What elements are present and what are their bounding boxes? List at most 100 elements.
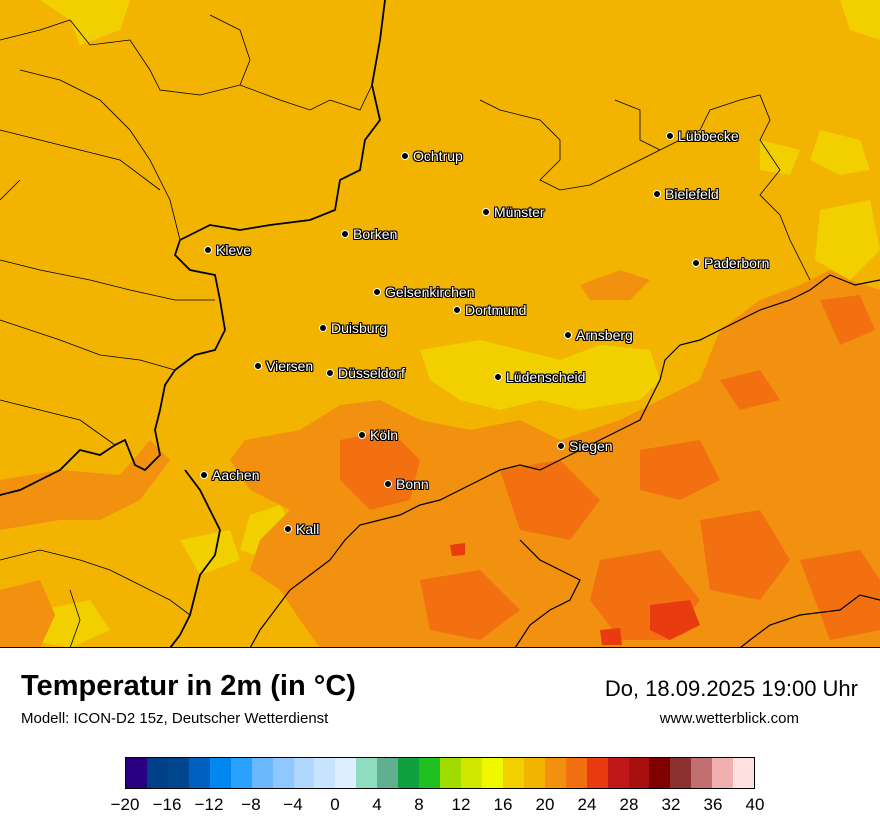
city-dot-icon xyxy=(284,525,292,533)
legend-swatch xyxy=(419,758,441,788)
city-marker[interactable]: Aachen xyxy=(200,467,259,483)
legend-swatch xyxy=(670,758,692,788)
city-label: Ochtrup xyxy=(413,148,463,164)
city-dot-icon xyxy=(358,431,366,439)
city-dot-icon xyxy=(692,259,700,267)
model-source: Modell: ICON-D2 15z, Deutscher Wetterdie… xyxy=(21,710,329,727)
city-label: Aachen xyxy=(212,467,260,483)
city-marker[interactable]: Bonn xyxy=(384,476,429,492)
legend-tick-label: 24 xyxy=(577,795,597,814)
city-marker[interactable]: Dortmund xyxy=(453,302,526,318)
city-dot-icon xyxy=(204,246,212,254)
city-marker[interactable]: Kall xyxy=(284,521,319,537)
legend-swatch xyxy=(649,758,671,788)
city-dot-icon xyxy=(453,306,461,314)
city-marker[interactable]: Gelsenkirchen xyxy=(373,284,475,300)
city-label: Düsseldorf xyxy=(338,365,405,381)
legend-swatch xyxy=(398,758,420,788)
legend-swatch xyxy=(146,758,168,788)
legend-tick-label: −8 xyxy=(241,795,261,814)
legend-swatch xyxy=(230,758,252,788)
legend-swatch xyxy=(502,758,524,788)
legend-tick-label: 36 xyxy=(703,795,723,814)
legend-swatch xyxy=(586,758,608,788)
city-marker[interactable]: Düsseldorf xyxy=(326,365,405,381)
legend-swatch xyxy=(314,758,336,788)
legend-tick-label: 20 xyxy=(535,795,555,814)
city-marker[interactable]: Köln xyxy=(358,427,398,443)
temperature-map[interactable]: Lübbecke Ochtrup Bielefeld Münster Borken Kle… xyxy=(0,0,880,648)
city-marker[interactable]: Arnsberg xyxy=(564,327,633,343)
legend-tick-label: 32 xyxy=(661,795,681,814)
city-marker[interactable]: Viersen xyxy=(254,358,313,374)
city-label: Bielefeld xyxy=(665,186,719,202)
city-marker[interactable]: Kleve xyxy=(204,242,251,258)
legend-swatch xyxy=(733,758,755,788)
legend-swatch xyxy=(377,758,399,788)
legend-ticks: −20 −16 −12 −8 −4 0 4 8 12 16 20 24 28 32 36 40 xyxy=(111,795,765,819)
legend-tick-label: 40 xyxy=(745,795,765,814)
city-marker[interactable]: Borken xyxy=(341,226,397,242)
legend-swatch xyxy=(481,758,503,788)
city-label: Kleve xyxy=(216,242,252,258)
legend-swatch xyxy=(691,758,713,788)
legend-swatch xyxy=(565,758,587,788)
city-label: Dortmund xyxy=(465,302,527,318)
color-legend xyxy=(125,757,755,789)
legend-swatch xyxy=(209,758,231,788)
city-marker[interactable]: Lübbecke xyxy=(666,128,739,144)
city-label: Köln xyxy=(370,427,399,443)
legend-swatch xyxy=(126,758,147,788)
city-marker[interactable]: Ochtrup xyxy=(401,148,463,164)
city-dot-icon xyxy=(341,230,349,238)
legend-swatch xyxy=(188,758,210,788)
website-link[interactable]: www.wetterblick.com xyxy=(659,710,799,727)
city-dot-icon xyxy=(482,208,490,216)
legend-tick-label: −20 xyxy=(110,795,140,814)
city-marker[interactable]: Siegen xyxy=(557,438,613,454)
map-title: Temperatur in 2m (in °C) xyxy=(21,670,356,702)
legend-swatch xyxy=(628,758,650,788)
city-marker[interactable]: Bielefeld xyxy=(653,186,719,202)
legend-swatch xyxy=(607,758,629,788)
city-dot-icon xyxy=(254,362,262,370)
city-marker[interactable]: Münster xyxy=(482,204,545,220)
city-dot-icon xyxy=(564,331,572,339)
legend-tick-label: −4 xyxy=(283,795,303,814)
city-label: Siegen xyxy=(569,438,613,454)
city-label: Lüdenscheid xyxy=(506,369,586,385)
city-dot-icon xyxy=(666,132,674,140)
city-label: Arnsberg xyxy=(576,327,633,343)
city-label: Viersen xyxy=(266,358,314,374)
city-dot-icon xyxy=(653,190,661,198)
legend-swatch xyxy=(356,758,378,788)
legend-swatch xyxy=(293,758,315,788)
legend-tick-label: 12 xyxy=(451,795,471,814)
legend-tick-label: 8 xyxy=(414,795,424,814)
forecast-datetime: Do, 18.09.2025 19:00 Uhr xyxy=(604,676,858,701)
hottest-patches xyxy=(450,543,700,645)
city-dot-icon xyxy=(557,442,565,450)
legend-swatch xyxy=(440,758,461,788)
city-dot-icon xyxy=(494,373,502,381)
legend-swatch xyxy=(335,758,357,788)
city-dot-icon xyxy=(319,324,327,332)
legend-tick-label: 28 xyxy=(619,795,639,814)
city-dot-icon xyxy=(384,480,392,488)
hot-patches xyxy=(340,295,880,640)
city-marker[interactable]: Duisburg xyxy=(319,320,387,336)
legend-swatch xyxy=(523,758,545,788)
legend-swatch xyxy=(167,758,189,788)
legend-tick-label: −16 xyxy=(152,795,182,814)
city-marker[interactable]: Paderborn xyxy=(692,255,769,271)
city-label: Borken xyxy=(353,226,398,242)
city-marker[interactable]: Lüdenscheid xyxy=(494,369,585,385)
legend-swatch xyxy=(251,758,273,788)
borders xyxy=(0,0,880,647)
legend-tick-label: 16 xyxy=(493,795,513,814)
legend-swatch xyxy=(712,758,734,788)
city-label: Münster xyxy=(494,204,545,220)
city-label: Gelsenkirchen xyxy=(385,284,475,300)
city-dot-icon xyxy=(326,369,334,377)
city-label: Lübbecke xyxy=(678,128,739,144)
